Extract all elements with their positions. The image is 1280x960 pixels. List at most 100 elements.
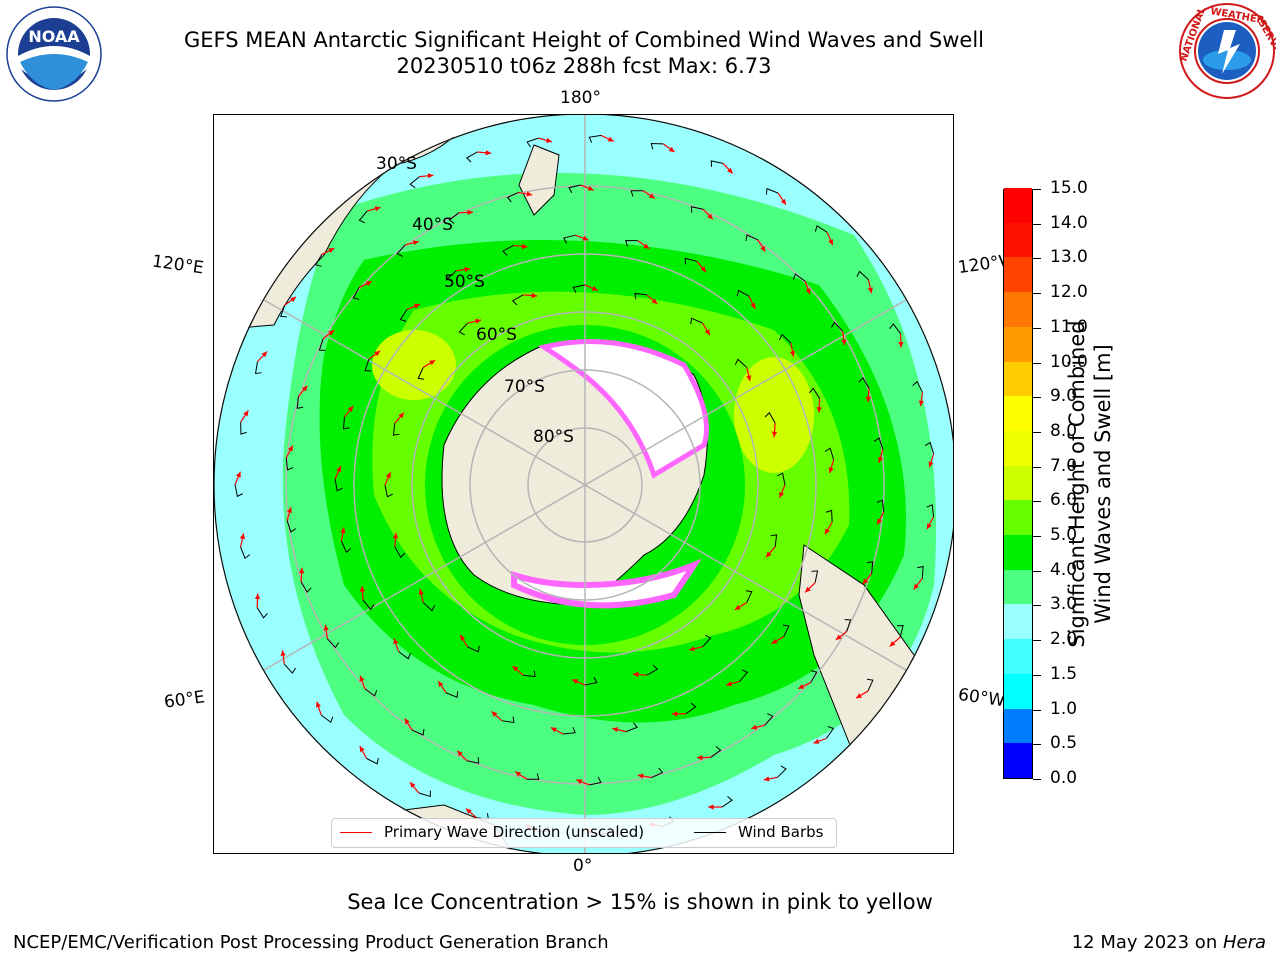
wind-barb (765, 187, 779, 195)
colorbar-segment (1004, 187, 1032, 223)
wind-barb (422, 602, 436, 612)
wave-arrowhead (299, 567, 305, 574)
colorbar-tick (1033, 674, 1041, 676)
wind-barb (650, 143, 664, 150)
colorbar-segment (1004, 291, 1032, 327)
lat-label-40s: 40°S (412, 215, 453, 235)
wave-arrowhead (572, 679, 579, 685)
wind-barb (501, 716, 515, 724)
footer-credit: NCEP/EMC/Verification Post Processing Pr… (13, 932, 609, 953)
colorbar-tick (1033, 223, 1041, 225)
colorbar-title-line2: Wind Waves and Swell [m] (1091, 344, 1115, 624)
wave-arrowhead (347, 406, 354, 412)
wave-arrowhead (828, 467, 834, 474)
wave-arrowhead (746, 375, 752, 382)
wave-arrowhead (413, 303, 420, 309)
wave-arrowhead (780, 198, 786, 205)
wave-arrowhead (688, 646, 695, 652)
wind-barb (563, 726, 576, 735)
wind-barb (523, 670, 536, 678)
colorbar-tick-label: 5.0 (1050, 525, 1078, 546)
wave-arrowhead (789, 350, 796, 357)
wind-barb (825, 509, 833, 523)
wave-arrowhead (926, 523, 932, 530)
colorbar-tick (1033, 709, 1041, 711)
wave-arrowhead (404, 718, 410, 725)
wave-arrowhead (587, 185, 594, 191)
colorbar-tick-label: 1.0 (1050, 698, 1078, 719)
colorbar-segment (1004, 222, 1032, 258)
wave-arrowhead (898, 341, 904, 348)
wave-arrowhead (671, 711, 678, 717)
wind-barb (745, 234, 759, 242)
lon-label-120e: 120°E (150, 251, 205, 279)
wind-barb (467, 645, 480, 653)
wave-arrowhead (429, 360, 436, 366)
lon-label-60w: 60°W (956, 684, 1006, 712)
wind-barb (446, 270, 457, 283)
wave-arrowhead (336, 466, 341, 473)
colorbar-segment (1004, 638, 1032, 674)
noaa-logo: NOAA (6, 6, 102, 102)
wave-arrowhead (457, 750, 463, 757)
wave-arrowhead (359, 675, 365, 682)
colorbar-tick-label: 2.0 (1050, 629, 1078, 650)
wind-barb (764, 411, 776, 424)
wind-barb (924, 441, 935, 455)
colorbar-segment (1004, 673, 1032, 709)
lon-label-60e: 60°E (162, 687, 207, 713)
wind-barb (736, 289, 750, 297)
colorbar-segment (1004, 708, 1032, 744)
wind-barb (384, 484, 393, 498)
colorbar-tick (1033, 466, 1041, 468)
wind-barb (889, 323, 901, 334)
colorbar-tick (1033, 640, 1041, 642)
legend-label-wave-direction: Primary Wave Direction (unscaled) (384, 823, 645, 841)
wave-arrowhead (708, 804, 714, 810)
wind-barb (792, 273, 806, 282)
wind-barb (858, 377, 870, 389)
lon-label-120w: 120°W (956, 251, 1006, 279)
wave-arrowhead (427, 173, 434, 179)
wind-barb (286, 520, 297, 533)
wind-barb (824, 447, 835, 460)
wind-barb (502, 244, 514, 256)
wave-arrowhead (465, 808, 472, 815)
footer-date-text: 12 May 2023 on (1071, 932, 1223, 953)
wind-barb (320, 714, 334, 724)
wind-barb (296, 396, 304, 409)
wind-barb (634, 292, 647, 300)
wave-arrowhead (328, 248, 335, 254)
wind-barb (685, 702, 697, 715)
wind-barb (856, 270, 869, 280)
wave-arrowhead (734, 604, 741, 610)
wave-arrowhead (280, 650, 286, 656)
colorbar-tick (1033, 397, 1041, 399)
wave-arrowhead (867, 287, 873, 294)
wave-arrowhead (877, 456, 884, 463)
wind-barb (588, 134, 602, 143)
wave-arrowhead (475, 318, 482, 324)
chart-title: GEFS MEAN Antarctic Significant Height o… (183, 28, 985, 52)
wind-barb (445, 691, 459, 699)
wind-barb (912, 380, 923, 393)
wind-barb (526, 773, 540, 780)
wind-barb (568, 184, 581, 194)
wave-arrowhead (696, 754, 703, 761)
wave-arrowhead (485, 150, 492, 156)
wave-arrowhead (328, 330, 335, 336)
lon-label-0: 0° (573, 856, 593, 876)
chart-subtitle: 20230510 t06z 288h fcst Max: 6.73 (396, 54, 772, 78)
wave-arrowhead (438, 681, 444, 688)
wind-barb (466, 757, 480, 764)
colorbar-tick (1033, 431, 1041, 433)
lon-label-180: 180° (560, 88, 601, 108)
colorbar-tick (1033, 779, 1041, 780)
wind-barb (448, 212, 460, 224)
colorbar-tick-label: 3.0 (1050, 594, 1078, 615)
wind-barb (342, 416, 350, 430)
wave-arrowhead (771, 431, 778, 438)
wind-barb (625, 722, 638, 733)
wave-arrowhead (750, 302, 756, 309)
colorbar-tick-label: 10.0 (1050, 351, 1088, 372)
